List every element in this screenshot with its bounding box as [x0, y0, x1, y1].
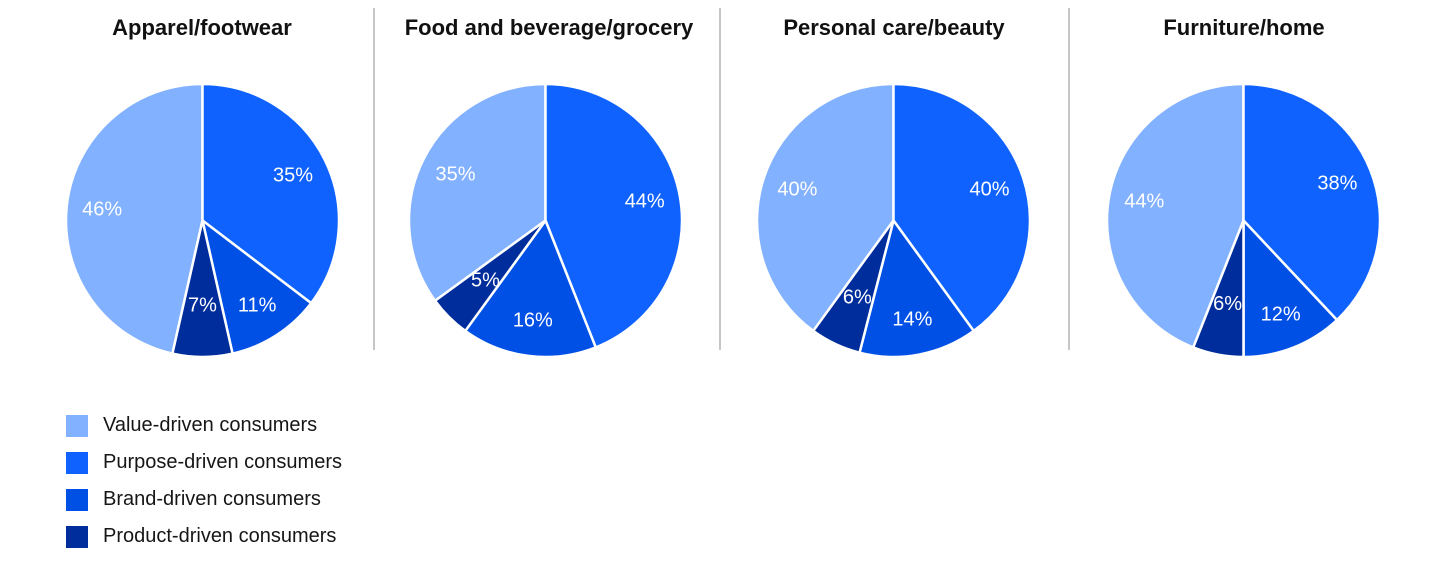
panel-title-furniture: Furniture/home — [1163, 15, 1325, 40]
pie-data-label-product: 5% — [471, 269, 500, 291]
panel-divider — [1068, 8, 1070, 350]
pie-slice-brand — [858, 219, 975, 359]
pie-slice-product — [433, 219, 547, 333]
pie-data-label-brand: 16% — [513, 310, 553, 332]
pie-data-label-product: 6% — [843, 286, 872, 308]
pie-slice-value — [407, 82, 547, 302]
pie-slice-purpose — [892, 82, 1032, 333]
panel-title-personal-care: Personal care/beauty — [783, 15, 1005, 40]
pie-data-label-brand: 11% — [238, 294, 277, 316]
pie-data-label-product: 7% — [188, 294, 217, 316]
pie-slice-brand — [1242, 219, 1339, 359]
legend-swatch-brand — [66, 488, 88, 511]
legend-label-brand: Brand-driven consumers — [103, 488, 321, 510]
pie-chart-furniture: 44% 38% 12% 6% — [1105, 82, 1382, 359]
pie-data-label-product: 6% — [1213, 293, 1242, 315]
pie-slice-brand — [464, 219, 597, 359]
legend-swatch-product — [66, 525, 88, 548]
pie-slice-brand — [201, 219, 313, 355]
legend-label-value: Value-driven consumers — [103, 414, 318, 436]
pie-slice-value — [1105, 82, 1245, 349]
pie-slice-purpose — [1242, 82, 1382, 322]
panel-title-food: Food and beverage/grocery — [404, 15, 694, 40]
legend-item-product: Product-driven consumers — [66, 518, 342, 555]
legend-label-purpose: Purpose-driven consumers — [103, 451, 342, 473]
legend-item-value: Value-driven consumers — [66, 407, 342, 444]
legend-label-product: Product-driven consumers — [103, 525, 337, 547]
pie-data-label-purpose: 38% — [1317, 172, 1357, 194]
legend: Value-driven consumers Purpose-driven co… — [66, 407, 342, 555]
pie-data-label-purpose: 35% — [273, 165, 313, 187]
pie-slice-value — [64, 82, 204, 355]
pie-data-label-value: 40% — [777, 178, 817, 200]
legend-item-brand: Brand-driven consumers — [66, 481, 342, 518]
pie-slice-purpose — [201, 82, 341, 305]
panel-title-apparel: Apparel/footwear — [112, 15, 292, 40]
pie-data-label-value: 46% — [82, 198, 122, 220]
pie-data-label-brand: 12% — [1261, 303, 1301, 325]
pie-slice-product — [812, 219, 895, 354]
pie-chart-apparel: 46% 35% 11% 7% — [64, 82, 341, 359]
pie-data-label-purpose: 40% — [970, 178, 1010, 200]
pie-data-label-brand: 14% — [892, 309, 932, 331]
pie-chart-food: 35% 44% 16% 5% — [407, 82, 684, 359]
pie-slice-product — [1192, 219, 1245, 359]
legend-swatch-value — [66, 414, 88, 437]
pie-slice-product — [171, 219, 234, 359]
legend-swatch-purpose — [66, 451, 88, 474]
panel-divider — [373, 8, 375, 350]
pie-data-label-value: 35% — [435, 164, 475, 186]
pie-slice-value — [755, 82, 895, 333]
pie-slice-purpose — [544, 82, 684, 349]
pie-data-label-purpose: 44% — [625, 191, 665, 213]
pie-chart-personal-care: 40% 40% 14% 6% — [755, 82, 1032, 359]
legend-item-purpose: Purpose-driven consumers — [66, 444, 342, 481]
panel-divider — [719, 8, 721, 350]
pie-data-label-value: 44% — [1124, 191, 1164, 213]
